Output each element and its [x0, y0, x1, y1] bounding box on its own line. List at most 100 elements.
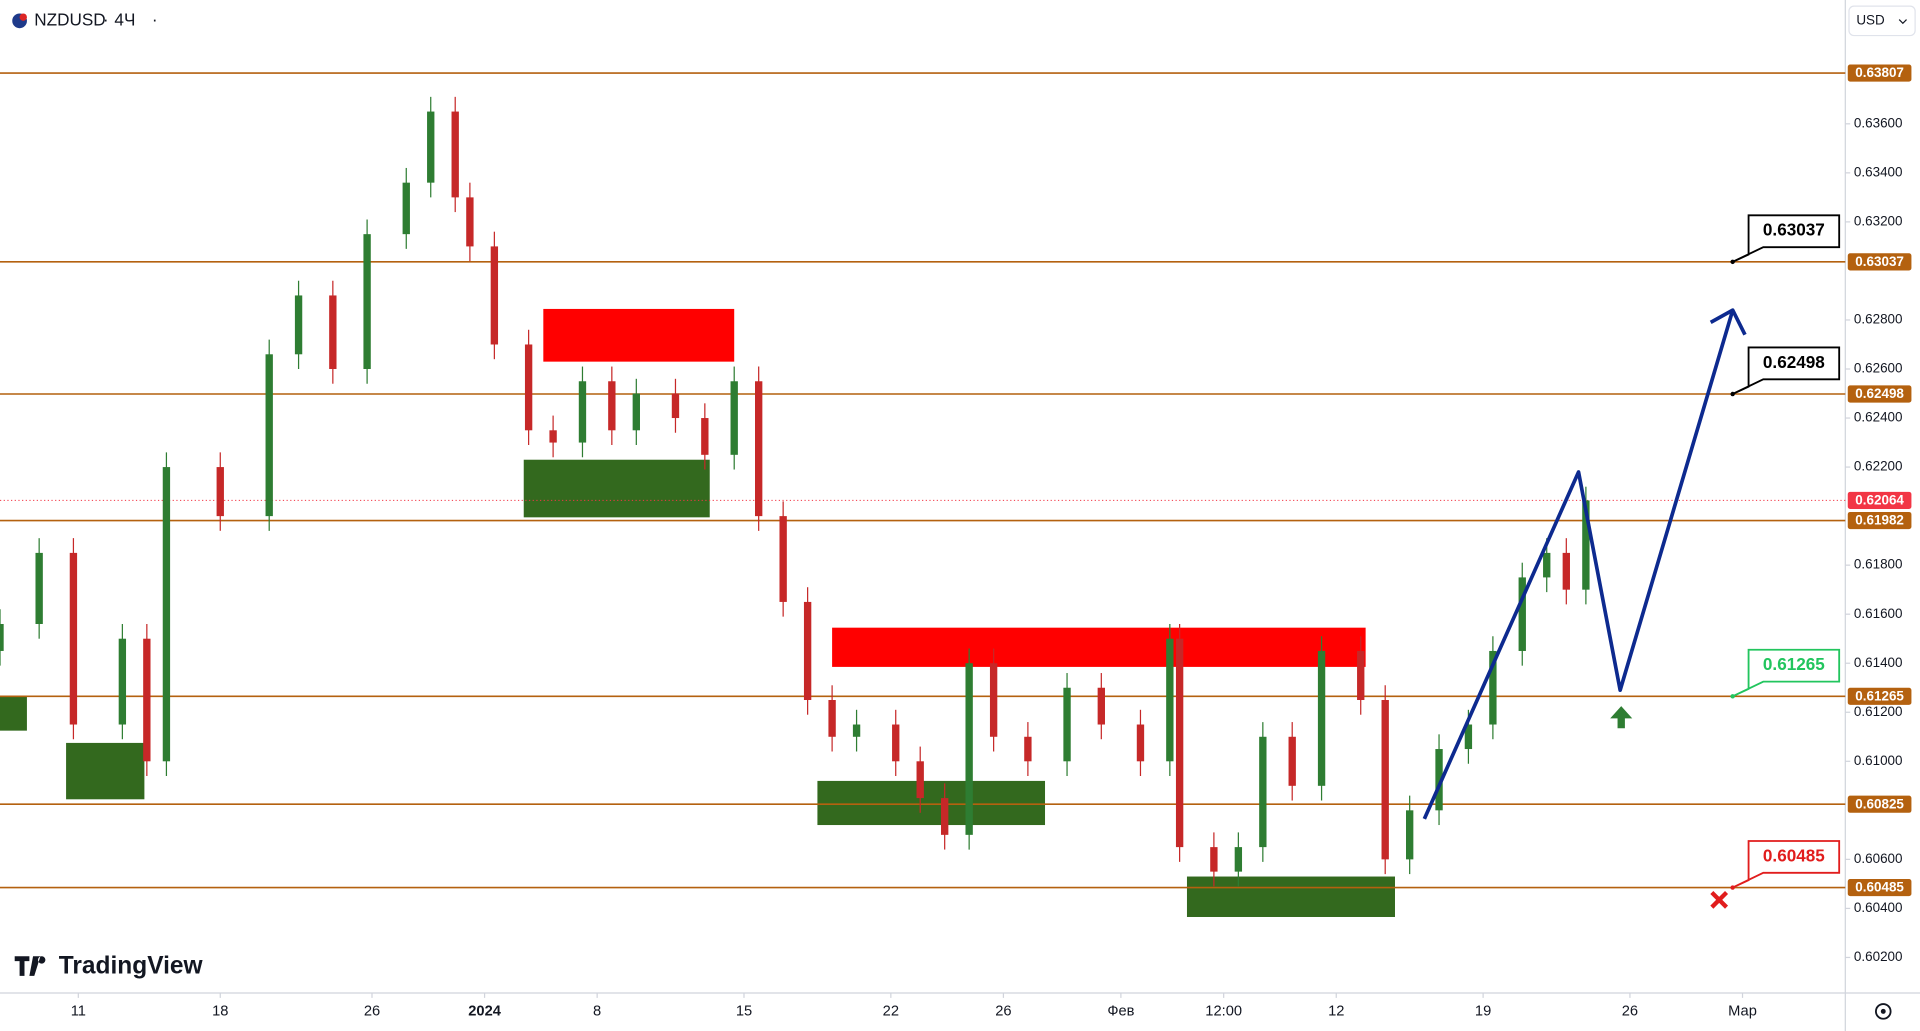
- currency[interactable]: USD: [1856, 12, 1885, 27]
- candle-body: [828, 700, 836, 737]
- candle-body: [730, 381, 738, 455]
- candle-body: [329, 295, 337, 370]
- x-tick-label: 12:00: [1205, 1003, 1242, 1019]
- gear-center: [1880, 1008, 1886, 1014]
- callout-box: [1732, 214, 1841, 263]
- callout: 0.63037: [1730, 214, 1841, 265]
- candle-body: [941, 798, 949, 835]
- candle-body: [118, 638, 127, 725]
- y-tick-label: 0.63400: [1854, 164, 1903, 179]
- currency-select[interactable]: USD: [1848, 5, 1916, 37]
- brand: TradingView: [59, 953, 204, 980]
- zone: [1186, 876, 1395, 917]
- candle-body: [1464, 724, 1473, 750]
- level-tag-label: 0.63807: [1855, 65, 1904, 80]
- callout-box: [1732, 840, 1841, 889]
- callout-label: 0.63037: [1763, 220, 1825, 240]
- zone: [543, 308, 735, 362]
- callout: 0.60485: [1730, 840, 1841, 890]
- y-tick-label: 0.60600: [1854, 851, 1903, 866]
- candle-body: [35, 552, 43, 624]
- candle-body: [490, 246, 499, 345]
- level-tag-label: 0.60485: [1855, 880, 1904, 895]
- zone: [817, 780, 1046, 826]
- level-tag-label: 0.62498: [1855, 386, 1904, 401]
- candle-body: [265, 354, 273, 517]
- candle-body: [608, 381, 616, 431]
- candle-body: [1582, 500, 1590, 590]
- candle-body: [755, 381, 763, 517]
- y-tick-label: 0.63200: [1854, 213, 1903, 228]
- callout-anchor: [1730, 259, 1735, 265]
- candle-body: [1543, 552, 1551, 578]
- candle-body: [965, 663, 973, 835]
- x-tick-label: 15: [736, 1003, 752, 1019]
- candle-body: [1381, 700, 1389, 860]
- callout-anchor: [1730, 391, 1735, 397]
- projection-line: [1422, 309, 1735, 820]
- x-tick-label: 12: [1328, 1003, 1344, 1019]
- candle-body: [69, 552, 78, 725]
- candle-body: [1562, 552, 1570, 590]
- current-price-tag: [1847, 491, 1912, 510]
- x-tick-label: Фев: [1107, 1003, 1134, 1019]
- candle-body: [466, 197, 474, 247]
- y-tick-label: 0.61000: [1854, 753, 1903, 768]
- candle-body: [1024, 736, 1032, 762]
- level-tag: [1847, 795, 1912, 813]
- candle-body: [1518, 577, 1526, 651]
- candle-body: [1489, 650, 1497, 725]
- candle-body: [1166, 638, 1174, 762]
- stop-cross: [1710, 890, 1729, 909]
- level-tag: [1847, 511, 1912, 530]
- current-price-label: 0.62064: [1855, 493, 1904, 508]
- x-tick-label: 26: [1622, 1003, 1638, 1019]
- y-tick-label: 0.61600: [1854, 606, 1903, 621]
- callout-anchor: [1730, 885, 1735, 890]
- candle-body: [578, 381, 587, 443]
- stop-cross-mark: [1710, 890, 1729, 909]
- separator: ·: [103, 9, 109, 29]
- candle-body: [632, 393, 640, 431]
- symbol[interactable]: NZDUSD: [34, 9, 105, 29]
- x-tick-label: Мар: [1728, 1003, 1757, 1019]
- y-tick-label: 0.60400: [1854, 900, 1903, 915]
- currency-button[interactable]: [1848, 5, 1916, 37]
- candle-body: [1406, 810, 1414, 860]
- candle-body: [162, 467, 171, 762]
- x-tick-label: 8: [593, 1003, 601, 1019]
- interval[interactable]: 4Ч: [114, 9, 135, 29]
- callout-anchor: [1730, 694, 1735, 699]
- candle-body: [1234, 847, 1243, 872]
- candle-body: [1357, 650, 1365, 701]
- candle-body: [1210, 847, 1218, 872]
- flag-icon-part: [19, 13, 27, 21]
- gear-icon[interactable]: [1875, 1003, 1892, 1020]
- level-tag-label: 0.61265: [1855, 688, 1904, 703]
- callout-label: 0.60485: [1763, 845, 1825, 865]
- y-tick-label: 0.61200: [1854, 704, 1903, 719]
- candle-body: [1175, 638, 1184, 848]
- zone: [0, 696, 27, 731]
- logo-mark: [14, 956, 46, 976]
- candle-body: [989, 663, 998, 737]
- zone: [523, 459, 710, 518]
- candle-body: [1259, 736, 1267, 848]
- level-tag: [1847, 878, 1912, 897]
- level-tag: [1847, 253, 1912, 271]
- plot: 0.63600 0.63400 0.63200 0.62800 0.62600 0.624…: [0, 64, 1912, 1019]
- callout-label: 0.62498: [1763, 352, 1825, 372]
- callout: 0.61265: [1730, 648, 1841, 699]
- candle-body: [1063, 687, 1071, 762]
- x-tick-label: 19: [1475, 1003, 1491, 1019]
- callout-box: [1732, 346, 1841, 395]
- settings-button[interactable]: [1875, 1003, 1892, 1020]
- x-tick-label: 11: [71, 1003, 86, 1019]
- x-tick-label: 2024: [468, 1003, 501, 1019]
- x-tick-label: 26: [364, 1003, 380, 1019]
- candle-body: [549, 430, 557, 443]
- candle-body: [0, 623, 4, 651]
